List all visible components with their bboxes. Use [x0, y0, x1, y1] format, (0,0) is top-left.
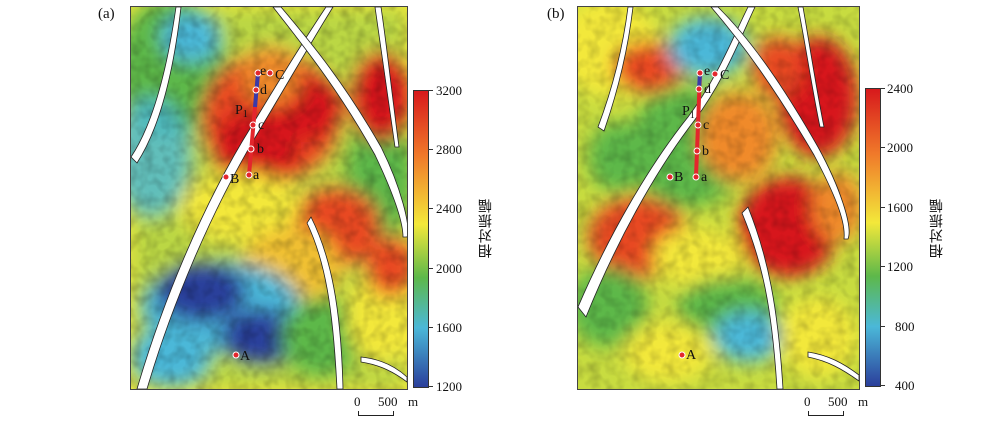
well-point-a: a [253, 168, 260, 183]
point-A-label: A [240, 349, 251, 364]
point-markers [222, 69, 274, 359]
colorbar-b-title: 相对振幅 [929, 198, 945, 258]
point-B-label: B [674, 170, 683, 185]
well-point-b: b [702, 144, 709, 159]
colorbar-b-tick: 2400 [887, 81, 913, 96]
well-name-label: P1 [235, 103, 248, 120]
panel-a-label: (a) [98, 6, 115, 22]
point-marker-icon [247, 145, 255, 153]
colorbar-a-tick: 2400 [436, 201, 462, 216]
colorbar-a-tick: 1600 [436, 320, 462, 335]
scale-start: 0 [804, 394, 811, 409]
point-marker-icon [711, 70, 719, 78]
colorbar-b-tick: 800 [895, 319, 915, 334]
colorbar-a-tick: 1200 [436, 379, 462, 394]
point-A-label: A [686, 348, 697, 363]
point-B-label: B [230, 172, 239, 187]
panel-a-scale-bar: 0 500 m [354, 394, 434, 422]
point-marker-icon [694, 121, 702, 129]
fault-trace-icon [131, 7, 407, 389]
panel-b-scale-bar: 0 500 m [804, 394, 884, 422]
colorbar-a-tick: 2000 [436, 261, 462, 276]
panel-a-amplitude-map: a b c d e C B A P1 [130, 6, 408, 390]
point-markers [666, 69, 719, 359]
colorbar-a-title: 相对振幅 [478, 198, 494, 258]
well-name-label: P1 [682, 104, 695, 121]
well-point-e: e [704, 64, 710, 79]
colorbar-b-tick: 2000 [887, 140, 913, 155]
panel-a-map-svg: a b c d e C B A P1 [131, 7, 407, 389]
point-marker-icon [232, 351, 240, 359]
panel-b-amplitude-map: a b c d e C B A P1 [577, 6, 860, 390]
point-marker-icon [254, 69, 262, 77]
colorbar-b-tick: 1200 [887, 259, 913, 274]
point-marker-icon [695, 85, 703, 93]
panel-b-colorbar [865, 88, 881, 387]
panel-b-map-svg: a b c d e C B A P1 [578, 7, 859, 389]
well-point-d: d [704, 82, 711, 97]
point-marker-icon [666, 173, 674, 181]
colorbar-a-tick: 2800 [436, 142, 462, 157]
well-point-c: c [703, 118, 709, 133]
scale-unit: m [408, 394, 419, 409]
point-marker-icon [245, 171, 253, 179]
point-C-label: C [720, 68, 729, 83]
fault-trace-icon [578, 7, 859, 389]
point-marker-icon [252, 86, 260, 94]
colorbar-b-tick: 400 [895, 378, 915, 393]
panel-b-label: (b) [547, 6, 565, 22]
scale-end: 500 [828, 394, 848, 409]
point-marker-icon [222, 173, 230, 181]
colorbar-a-tick: 3200 [436, 83, 462, 98]
scale-start: 0 [354, 394, 361, 409]
point-C-label: C [275, 68, 284, 83]
well-point-b: b [257, 142, 264, 157]
well-point-c: c [258, 118, 264, 133]
well-point-a: a [701, 170, 708, 185]
well-point-e: e [260, 64, 266, 79]
panel-a-colorbar [413, 90, 429, 388]
well-point-d: d [260, 83, 267, 98]
point-marker-icon [693, 147, 701, 155]
scale-end: 500 [378, 394, 398, 409]
point-marker-icon [692, 173, 700, 181]
scale-unit: m [858, 394, 869, 409]
point-marker-icon [696, 69, 704, 77]
point-marker-icon [249, 121, 257, 129]
point-marker-icon [266, 69, 274, 77]
point-marker-icon [678, 351, 686, 359]
colorbar-b-tick: 1600 [887, 200, 913, 215]
